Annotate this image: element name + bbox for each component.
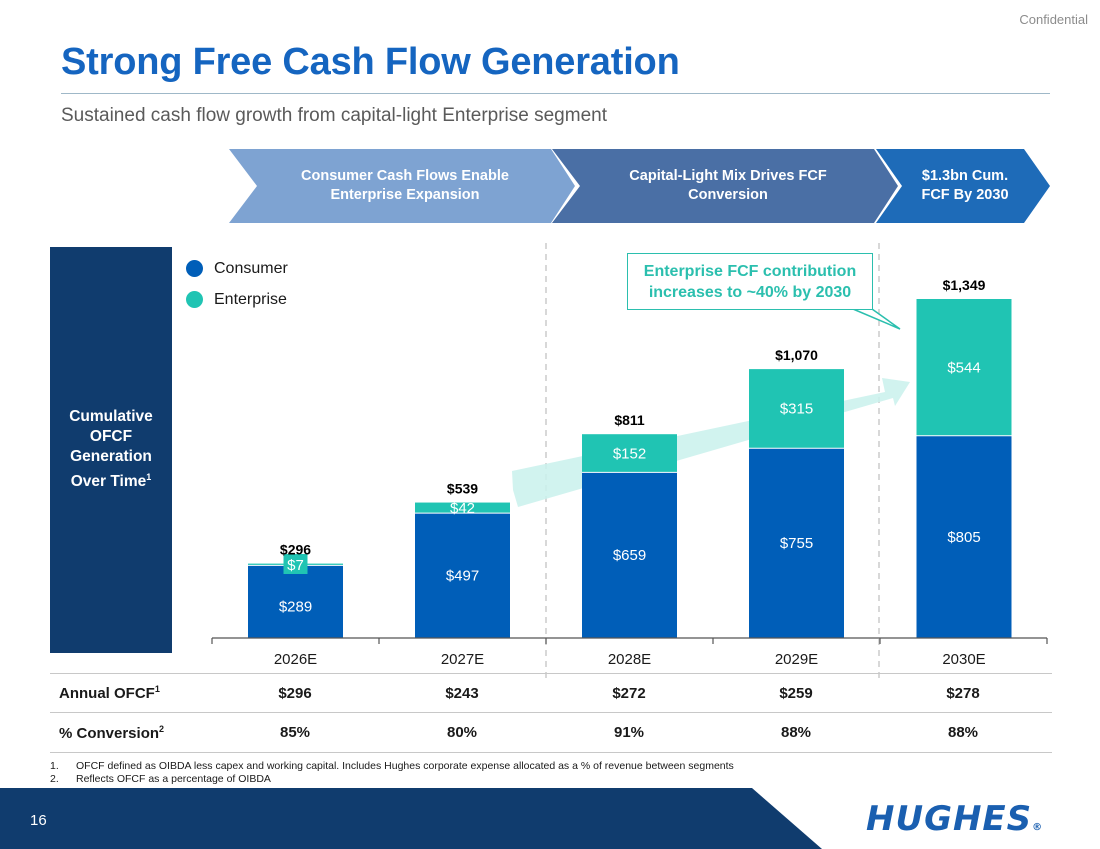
enterprise-callout: Enterprise FCF contribution increases to… — [627, 253, 873, 310]
bar-total-label: $1,070 — [775, 347, 818, 363]
table-row-conversion: % Conversion2 85% 80% 91% 88% 88% — [50, 713, 1052, 753]
table-cell: $272 — [612, 684, 646, 702]
page-title: Strong Free Cash Flow Generation — [61, 41, 680, 83]
bar-consumer — [582, 472, 677, 638]
page-number: 16 — [30, 812, 47, 829]
legend-swatch-enterprise — [186, 291, 203, 308]
legend-label-consumer: Consumer — [214, 259, 288, 277]
small-label-box — [283, 554, 308, 574]
footnote-1: 1. OFCF defined as OIBDA less capex and w… — [50, 760, 734, 773]
x-tick-label: 2027E — [441, 651, 484, 668]
bar-label-enterprise: $7 — [287, 557, 304, 574]
page-subtitle: Sustained cash flow growth from capital-… — [61, 105, 607, 126]
title-divider — [61, 93, 1050, 94]
bar-total-label: $811 — [614, 412, 645, 428]
bar-total-label: $539 — [447, 481, 478, 497]
bar-consumer — [916, 435, 1012, 638]
row-label-footnote-mark: 2 — [159, 723, 165, 734]
footnote-number: 2. — [50, 772, 59, 785]
row-label-annual-ofcf: Annual OFCF1 — [59, 684, 160, 702]
callout-pointer — [852, 308, 901, 330]
legend-label-enterprise: Enterprise — [214, 290, 287, 308]
table-cell: 88% — [947, 724, 979, 741]
row-label-text: Annual OFCF — [59, 685, 155, 702]
legend-item-consumer: Consumer — [186, 253, 288, 284]
footnote-2: 2. Reflects OFCF as a percentage of OIBDA — [50, 773, 734, 786]
bar-label-consumer: $805 — [947, 529, 980, 546]
x-tick-label: 2026E — [274, 651, 317, 668]
stacked-bar-chart: $289 $7$296 2026E $497 $42 $539 2027E $659 $152 $… — [211, 243, 1048, 680]
table-cell: 80% — [446, 724, 478, 741]
bar-enterprise — [415, 502, 510, 514]
legend-item-enterprise: Enterprise — [186, 284, 288, 315]
bar-label-consumer: $755 — [780, 535, 813, 552]
bar-consumer — [749, 448, 844, 638]
chart-legend: Consumer Enterprise — [186, 253, 288, 315]
logo-registered-mark: ® — [1032, 822, 1044, 833]
footnotes: 1. OFCF defined as OIBDA less capex and w… — [50, 760, 734, 785]
bar-total-label: $296 — [280, 542, 311, 558]
table-cell: $296 — [278, 684, 312, 702]
bar-label-consumer: $497 — [446, 568, 479, 585]
table-cell: $259 — [779, 684, 813, 702]
logo-text: HUGHES — [866, 799, 1033, 839]
bar-label-enterprise: $152 — [613, 445, 646, 462]
footnote-text: OFCF defined as OIBDA less capex and wor… — [76, 760, 734, 772]
row-label-text: % Conversion — [59, 724, 160, 742]
bar-consumer — [415, 513, 510, 638]
row-label-footnote-mark: 1 — [154, 684, 160, 694]
bar-label-consumer: $289 — [279, 599, 312, 616]
bar-label-enterprise: $315 — [780, 401, 813, 418]
table-row-annual-ofcf: Annual OFCF1 $296 $243 $272 $259 $278 — [50, 673, 1052, 713]
hughes-logo: HUGHES® — [866, 799, 1043, 839]
chevron-consumer-cash-flows: Consumer Cash Flows Enable Enterprise Ex… — [229, 149, 575, 223]
table-cell: $243 — [445, 684, 479, 702]
table-cell: $278 — [946, 684, 980, 702]
chevron-cumulative-fcf: $1.3bn Cum. FCF By 2030 — [876, 149, 1050, 223]
bar-label-consumer: $659 — [613, 547, 646, 564]
x-tick-label: 2029E — [775, 651, 818, 668]
footnote-number: 1. — [50, 760, 59, 772]
confidential-label: Confidential — [1019, 12, 1088, 27]
table-cell: 88% — [780, 724, 812, 741]
bar-label-enterprise: $42 — [450, 500, 475, 517]
table-cell: 91% — [613, 724, 645, 741]
bar-total-label: $1,349 — [943, 277, 986, 293]
row-label-conversion: % Conversion2 — [59, 724, 164, 742]
bar-enterprise — [749, 369, 844, 449]
bar-consumer — [248, 565, 343, 638]
x-tick-label: 2030E — [942, 651, 985, 668]
x-tick-label: 2028E — [608, 651, 651, 668]
side-panel-footnote-mark: 1 — [146, 472, 152, 483]
bar-enterprise — [916, 299, 1012, 436]
table-cell: 85% — [279, 724, 311, 741]
growth-arrow — [512, 378, 910, 507]
bar-enterprise — [582, 434, 677, 473]
chevron-capital-light-mix: Capital-Light Mix Drives FCF Conversion — [552, 149, 898, 223]
legend-swatch-consumer — [186, 260, 203, 277]
side-panel-cumulative-ofcf: Cumulative OFCF Generation Over Time1 — [50, 247, 172, 653]
side-panel-label: Cumulative OFCF Generation Over Time — [69, 408, 153, 491]
footer-bar — [0, 788, 822, 849]
footnote-text: Reflects OFCF as a percentage of OIBDA — [76, 772, 271, 785]
bar-label-enterprise: $544 — [947, 359, 980, 376]
